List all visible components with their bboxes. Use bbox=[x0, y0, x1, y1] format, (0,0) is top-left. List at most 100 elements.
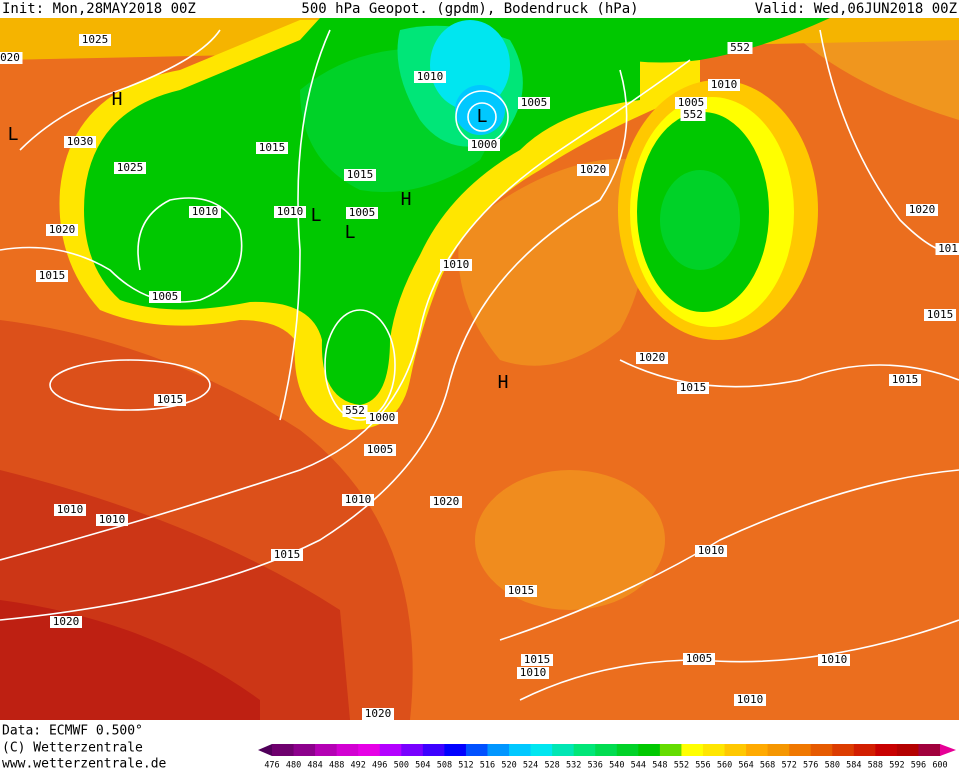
isobar-label: 1000 bbox=[369, 411, 396, 424]
label-box bbox=[36, 270, 68, 282]
legend-swatch bbox=[465, 744, 488, 756]
isobar-label: 1005 bbox=[678, 96, 705, 109]
label-box bbox=[727, 42, 753, 54]
legend-swatch bbox=[422, 744, 445, 756]
legend-tick-label: 576 bbox=[803, 761, 818, 770]
legend-tick-label: 584 bbox=[846, 761, 861, 770]
isobar bbox=[467, 102, 497, 132]
label-box bbox=[680, 109, 706, 121]
label-box bbox=[256, 142, 288, 154]
isobar-label: 1020 bbox=[639, 351, 666, 364]
pressure-center: L bbox=[8, 124, 19, 145]
legend-tick-label: 588 bbox=[868, 761, 883, 770]
legend-swatch bbox=[595, 744, 618, 756]
isobar-label: 1010 bbox=[417, 70, 444, 83]
field-region bbox=[455, 85, 505, 135]
label-box bbox=[695, 545, 727, 557]
isobar-label: 1020 bbox=[433, 495, 460, 508]
isobar-label: 101 bbox=[938, 242, 958, 255]
label-box bbox=[342, 494, 374, 506]
pressure-center: H bbox=[401, 189, 412, 210]
copyright: (C) Wetterzentrale bbox=[2, 741, 143, 756]
label-box bbox=[274, 206, 306, 218]
legend-swatch bbox=[896, 744, 919, 756]
label-box bbox=[734, 694, 766, 706]
legend-tick-label: 536 bbox=[588, 761, 603, 770]
isobar-label: 1020 bbox=[909, 203, 936, 216]
label-box bbox=[521, 654, 553, 666]
legend-tick-label: 544 bbox=[631, 761, 646, 770]
isobar-label: 1015 bbox=[347, 168, 374, 181]
isobar bbox=[49, 359, 211, 411]
label-box bbox=[364, 444, 396, 456]
label-box bbox=[518, 97, 550, 109]
label-box bbox=[708, 79, 740, 91]
legend-tick-label: 568 bbox=[760, 761, 775, 770]
label-box bbox=[818, 654, 850, 666]
isobar bbox=[0, 69, 628, 621]
legend-tick-label: 596 bbox=[911, 761, 926, 770]
field-region bbox=[0, 600, 260, 720]
legend-swatch bbox=[681, 744, 704, 756]
pressure-center: L bbox=[311, 205, 322, 226]
legend-tick-label: 480 bbox=[286, 761, 301, 770]
label-box bbox=[79, 34, 111, 46]
label-box bbox=[64, 136, 96, 148]
legend-tick-label: 504 bbox=[415, 761, 430, 770]
legend-swatch bbox=[379, 744, 402, 756]
isobar-label: 1010 bbox=[99, 513, 126, 526]
legend-swatch bbox=[746, 744, 769, 756]
legend-arrow bbox=[258, 744, 272, 756]
legend-swatch bbox=[810, 744, 833, 756]
legend-swatch bbox=[401, 744, 424, 756]
legend-tick-label: 600 bbox=[932, 761, 947, 770]
isobar-label: 1025 bbox=[82, 33, 109, 46]
legend-swatch bbox=[853, 744, 876, 756]
pressure-center: H bbox=[498, 372, 509, 393]
label-box bbox=[889, 374, 921, 386]
isobar-label: 1015 bbox=[39, 269, 66, 282]
label-box bbox=[46, 224, 78, 236]
pressure-center: L bbox=[345, 222, 356, 243]
label-box bbox=[362, 708, 394, 720]
label-box bbox=[675, 97, 707, 109]
label-box bbox=[189, 206, 221, 218]
isobar-label: 1010 bbox=[345, 493, 372, 506]
label-box bbox=[96, 514, 128, 526]
legend-swatch bbox=[315, 744, 338, 756]
field-region bbox=[560, 18, 830, 63]
legend-swatch bbox=[530, 744, 553, 756]
legend-swatch bbox=[767, 744, 790, 756]
legend-tick-label: 516 bbox=[480, 761, 495, 770]
legend-tick-label: 592 bbox=[889, 761, 904, 770]
isobar-label: 552 bbox=[730, 41, 750, 54]
color-legend: 476 480 484 488 492 496 500 504 508 512 516 520 524 5… bbox=[258, 744, 956, 770]
isobar-label: 1015 bbox=[274, 548, 301, 561]
isobar bbox=[279, 29, 331, 421]
isobar-label: 1005 bbox=[349, 206, 376, 219]
isobar-label: 1010 bbox=[443, 258, 470, 271]
legend-tick-label: 520 bbox=[501, 761, 516, 770]
legend-swatch bbox=[724, 744, 747, 756]
field-region bbox=[475, 470, 665, 610]
valid-time: Valid: Wed,06JUN2018 00Z bbox=[755, 1, 957, 17]
legend-tick-label: 572 bbox=[781, 761, 796, 770]
legend-tick-label: 512 bbox=[458, 761, 473, 770]
website: www.wetterzentrale.de bbox=[2, 757, 167, 770]
label-box bbox=[577, 164, 609, 176]
legend-swatch bbox=[875, 744, 898, 756]
label-box bbox=[517, 667, 549, 679]
isobar-label: 1010 bbox=[520, 666, 547, 679]
legend-swatch bbox=[487, 744, 510, 756]
isobar-label: 552 bbox=[683, 108, 703, 121]
legend-tick-label: 484 bbox=[307, 761, 322, 770]
legend-swatch bbox=[573, 744, 596, 756]
legend-swatch bbox=[336, 744, 359, 756]
label-box bbox=[344, 169, 376, 181]
legend-swatch bbox=[616, 744, 639, 756]
pressure-center: L bbox=[477, 106, 488, 127]
legend-swatch bbox=[789, 744, 812, 756]
isobar-label: 1020 bbox=[580, 163, 607, 176]
legend-swatch bbox=[638, 744, 661, 756]
isobar-label: 1020 bbox=[53, 615, 80, 628]
